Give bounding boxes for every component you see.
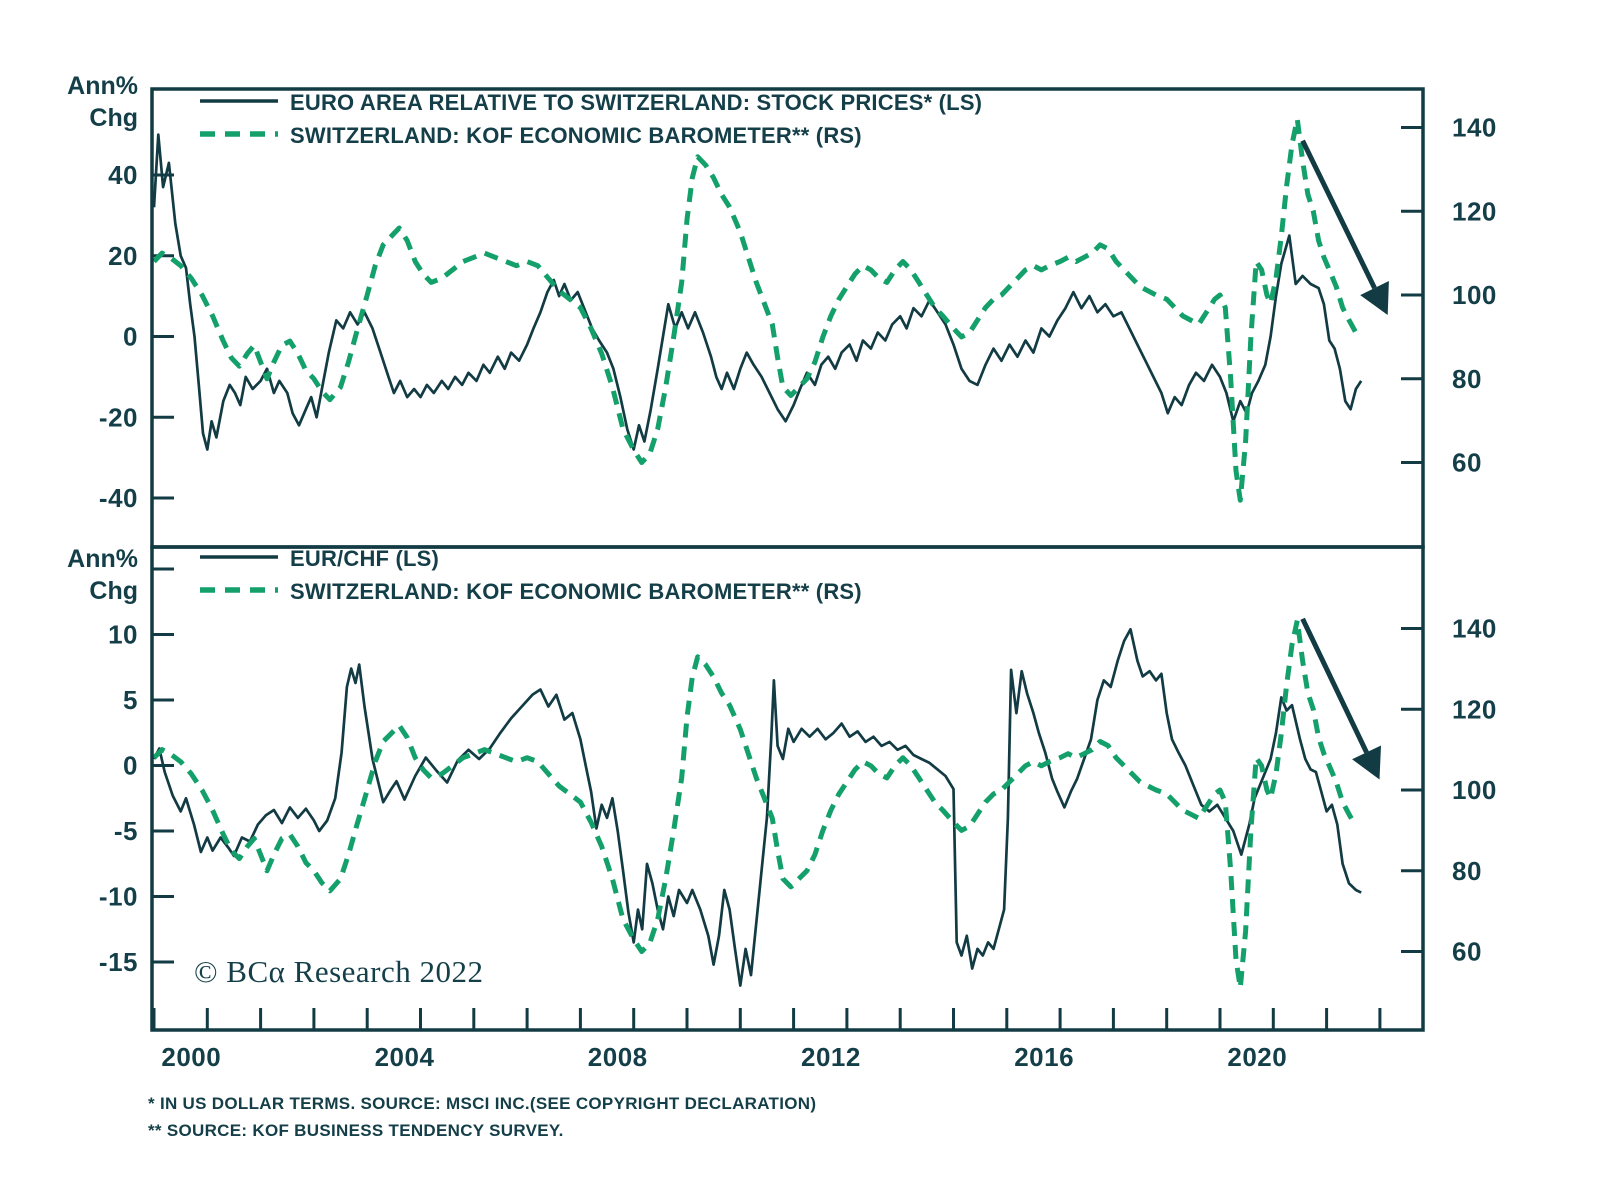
left-axis-tick-label: 0 (123, 322, 138, 352)
bottom-panel-border (150, 545, 1425, 1032)
left-axis-tick-label: 0 (123, 751, 138, 781)
right-axis-tick-label: 60 (1452, 937, 1482, 967)
top-left-axis-unit-line1: Ann% (67, 72, 138, 100)
x-axis-year-label: 2000 (161, 1042, 221, 1072)
series-line-stock-prices (152, 133, 1363, 451)
downtrend-arrow-shaft (1300, 617, 1369, 754)
series-line-kof-barometer (152, 116, 1359, 503)
bca-research-watermark: © BCα Research 2022 (194, 954, 484, 989)
top-left-axis-unit-line2: Chg (89, 104, 138, 132)
series-line-eurchf (152, 627, 1362, 987)
right-axis-tick-label: 80 (1452, 856, 1482, 886)
right-axis-tick-label: 140 (1452, 113, 1497, 143)
downtrend-arrow-head (1360, 281, 1389, 315)
left-axis-tick-label: 20 (108, 241, 138, 271)
left-axis-tick-label: -5 (114, 816, 138, 846)
left-axis-tick-label: -10 (99, 882, 138, 912)
left-axis-tick-label: 40 (108, 160, 138, 190)
downtrend-arrow-shaft (1300, 139, 1377, 290)
legend-label-kof-bottom: SWITZERLAND: KOF ECONOMIC BAROMETER** (R… (290, 579, 862, 604)
right-axis-tick-label: 120 (1452, 196, 1497, 226)
footnote-kof-source: ** SOURCE: KOF BUSINESS TENDENCY SURVEY. (148, 1121, 564, 1140)
right-axis-tick-label: 80 (1452, 364, 1482, 394)
left-axis-tick-label: -15 (99, 947, 138, 977)
legend-top-panel: EURO AREA RELATIVE TO SWITZERLAND: STOCK… (200, 90, 982, 148)
footnote-msci-source: * IN US DOLLAR TERMS. SOURCE: MSCI INC.(… (148, 1094, 816, 1113)
right-axis-tick-label: 120 (1452, 694, 1497, 724)
x-axis-year-label: 2016 (1014, 1042, 1074, 1072)
left-axis-tick-label: 10 (108, 620, 138, 650)
x-axis-year-label: 2004 (375, 1042, 435, 1072)
legend-label-kof-top: SWITZERLAND: KOF ECONOMIC BAROMETER** (R… (290, 123, 862, 148)
x-axis-year-label: 2012 (801, 1042, 861, 1072)
right-axis-tick-label: 100 (1452, 775, 1497, 805)
legend-bottom-panel: EUR/CHF (LS) SWITZERLAND: KOF ECONOMIC B… (200, 546, 862, 604)
right-axis-tick-label: 100 (1452, 280, 1497, 310)
top-panel-border (150, 87, 1425, 549)
left-axis-tick-label: 5 (123, 685, 138, 715)
right-axis-tick-label: 140 (1452, 614, 1497, 644)
downtrend-arrow-head (1352, 745, 1381, 780)
legend-label-eurchf: EUR/CHF (LS) (290, 546, 439, 571)
left-axis-tick-label: -20 (99, 402, 138, 432)
right-axis-tick-label: 60 (1452, 448, 1482, 478)
x-axis-year-label: 2008 (588, 1042, 648, 1072)
legend-label-stock-prices: EURO AREA RELATIVE TO SWITZERLAND: STOCK… (290, 90, 982, 115)
x-axis-year-label: 2020 (1227, 1042, 1287, 1072)
series-line-kof-barometer (152, 617, 1359, 991)
bottom-left-axis-unit-line1: Ann% (67, 545, 138, 573)
left-axis-tick-label: -40 (99, 483, 138, 513)
bottom-left-axis-unit-line2: Chg (89, 577, 138, 605)
